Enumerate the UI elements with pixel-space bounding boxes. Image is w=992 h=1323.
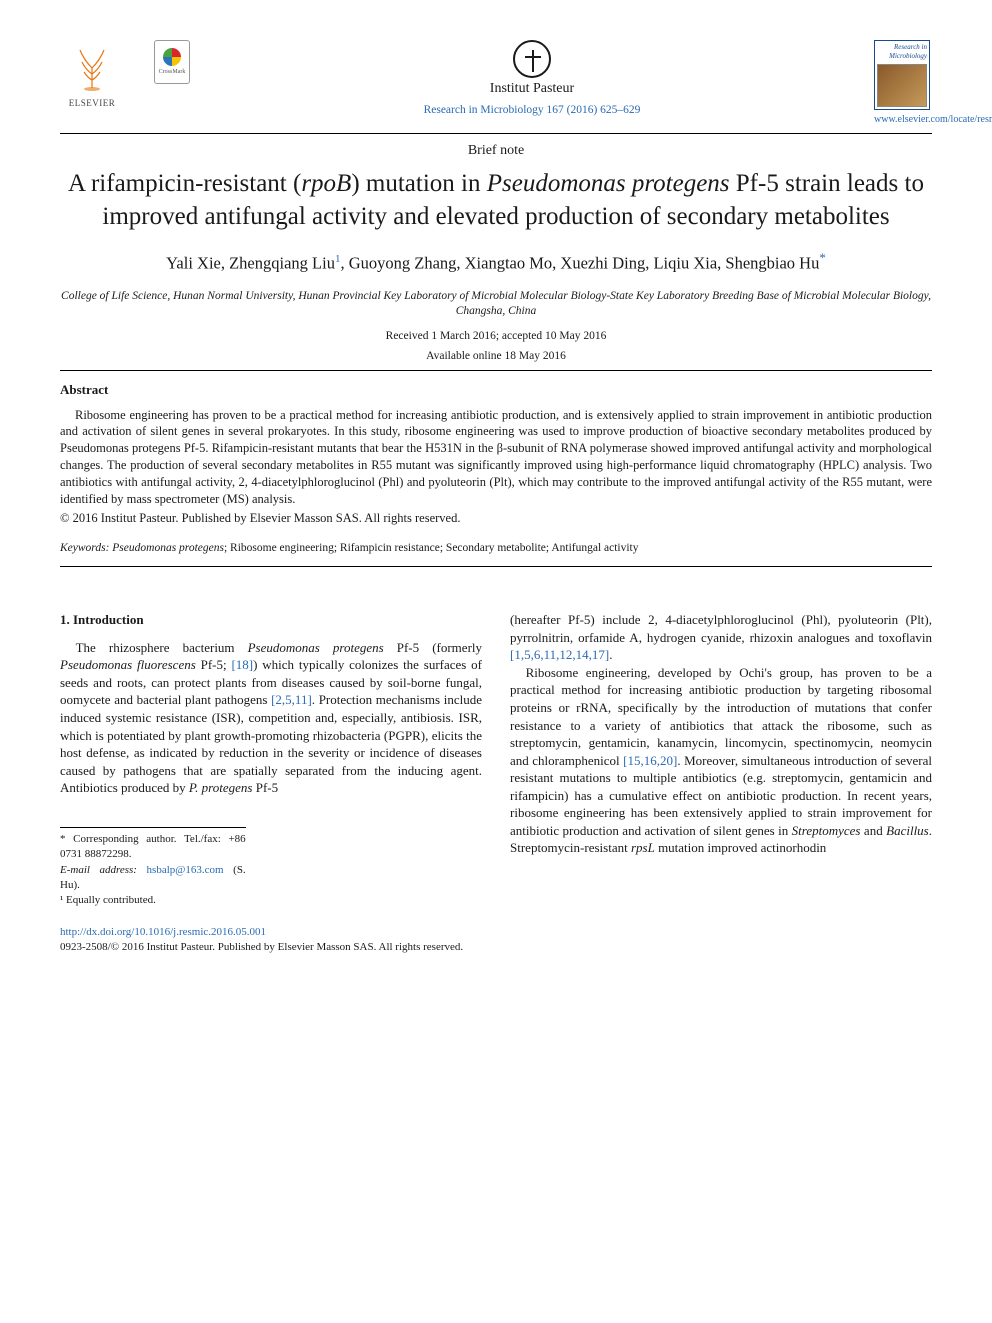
- paragraph: (hereafter Pf-5) include 2, 4-diacetylph…: [510, 611, 932, 664]
- keywords-rest: ; Ribosome engineering; Rifampicin resis…: [224, 542, 639, 554]
- body-text: .: [609, 647, 612, 662]
- online-date: Available online 18 May 2016: [60, 349, 932, 365]
- body-text: Pf-5 (formerly: [384, 640, 482, 655]
- doi-link[interactable]: http://dx.doi.org/10.1016/j.resmic.2016.…: [60, 925, 932, 940]
- citation-link[interactable]: [1,5,6,11,12,14,17]: [510, 647, 609, 662]
- crossmark-label: CrossMark: [159, 68, 186, 76]
- crossmark-icon: [163, 48, 181, 66]
- pasteur-label: Institut Pasteur: [490, 80, 574, 99]
- header-row: ELSEVIER CrossMark Institut Pasteur Rese…: [60, 40, 932, 127]
- citation-link[interactable]: [2,5,11]: [271, 692, 312, 707]
- body-text: Pf-5: [252, 780, 278, 795]
- issn-copyright: 0923-2508/© 2016 Institut Pasteur. Publi…: [60, 940, 932, 955]
- paragraph: Ribosome engineering, developed by Ochi'…: [510, 664, 932, 857]
- species-name: Pseudomonas protegens: [248, 640, 384, 655]
- body-text: Pf-5;: [196, 657, 232, 672]
- abstract-top-rule: [60, 370, 932, 371]
- body-text: The rhizosphere bacterium: [76, 640, 248, 655]
- body-columns: 1. Introduction The rhizosphere bacteriu…: [60, 611, 932, 908]
- keywords-line: Keywords: Pseudomonas protegens; Ribosom…: [60, 541, 932, 557]
- paragraph: The rhizosphere bacterium Pseudomonas pr…: [60, 639, 482, 797]
- keywords-label: Keywords:: [60, 542, 112, 554]
- genus-name: Streptomyces: [792, 823, 861, 838]
- authors-line: Yali Xie, Zhengqiang Liu1, Guoyong Zhang…: [60, 249, 932, 275]
- email-label: E-mail address:: [60, 864, 147, 876]
- abstract-heading: Abstract: [60, 381, 932, 399]
- title-text: A rifampicin-resistant (: [68, 170, 301, 197]
- corresponding-note: * Corresponding author. Tel./fax: +86 07…: [60, 832, 246, 863]
- column-left: 1. Introduction The rhizosphere bacteriu…: [60, 611, 482, 908]
- citation-link[interactable]: [18]: [231, 657, 253, 672]
- author-names: Yali Xie, Zhengqiang Liu: [166, 254, 335, 273]
- body-text: and: [860, 823, 886, 838]
- corresponding-marker[interactable]: *: [819, 250, 826, 265]
- cover-title: Research in Microbiology: [877, 43, 927, 62]
- body-text: (hereafter Pf-5) include 2, 4-diacetylph…: [510, 612, 932, 645]
- section-heading: 1. Introduction: [60, 611, 482, 629]
- species-name: Pseudomonas fluorescens: [60, 657, 196, 672]
- title-species: Pseudomonas protegens: [487, 170, 730, 197]
- email-line: E-mail address: hsbalp@163.com (S. Hu).: [60, 863, 246, 894]
- title-gene: rpoB: [301, 170, 351, 197]
- keyword-species: Pseudomonas protegens: [112, 542, 224, 554]
- footnotes-block: * Corresponding author. Tel./fax: +86 07…: [60, 827, 246, 909]
- species-name: P. protegens: [189, 780, 253, 795]
- body-text: mutation improved actinorhodin: [655, 840, 827, 855]
- equal-contribution-note: ¹ Equally contributed.: [60, 893, 246, 908]
- elsevier-label: ELSEVIER: [60, 97, 124, 109]
- journal-cover: Research in Microbiology www.elsevier.co…: [874, 40, 932, 127]
- elsevier-tree-icon: [66, 40, 118, 92]
- cover-image: [877, 64, 927, 107]
- keywords-rule: [60, 566, 932, 567]
- center-header: Institut Pasteur Research in Microbiolog…: [190, 40, 874, 118]
- author-names: , Guoyong Zhang, Xiangtao Mo, Xuezhi Din…: [340, 254, 819, 273]
- article-title: A rifampicin-resistant (rpoB) mutation i…: [60, 168, 932, 233]
- genus-name: Bacillus: [886, 823, 929, 838]
- gene-name: rpsL: [631, 840, 655, 855]
- pasteur-icon: [513, 40, 551, 78]
- cover-thumbnail: Research in Microbiology: [874, 40, 930, 110]
- email-link[interactable]: hsbalp@163.com: [147, 864, 224, 876]
- crossmark-badge[interactable]: CrossMark: [154, 40, 190, 84]
- pasteur-logo: Institut Pasteur: [490, 40, 574, 99]
- abstract-copyright: © 2016 Institut Pasteur. Published by El…: [60, 510, 932, 527]
- article-type: Brief note: [60, 142, 932, 161]
- column-right: (hereafter Pf-5) include 2, 4-diacetylph…: [510, 611, 932, 908]
- abstract-text: Ribosome engineering has proven to be a …: [60, 407, 932, 508]
- journal-link[interactable]: www.elsevier.com/locate/resmic: [874, 113, 932, 127]
- journal-reference[interactable]: Research in Microbiology 167 (2016) 625–…: [190, 103, 874, 119]
- received-date: Received 1 March 2016; accepted 10 May 2…: [60, 329, 932, 345]
- citation-link[interactable]: [15,16,20]: [623, 753, 677, 768]
- header-rule: [60, 133, 932, 134]
- elsevier-logo: ELSEVIER: [60, 40, 124, 109]
- title-text: ) mutation in: [351, 170, 486, 197]
- abstract-body: Ribosome engineering has proven to be a …: [60, 407, 932, 508]
- affiliation: College of Life Science, Hunan Normal Un…: [60, 289, 932, 319]
